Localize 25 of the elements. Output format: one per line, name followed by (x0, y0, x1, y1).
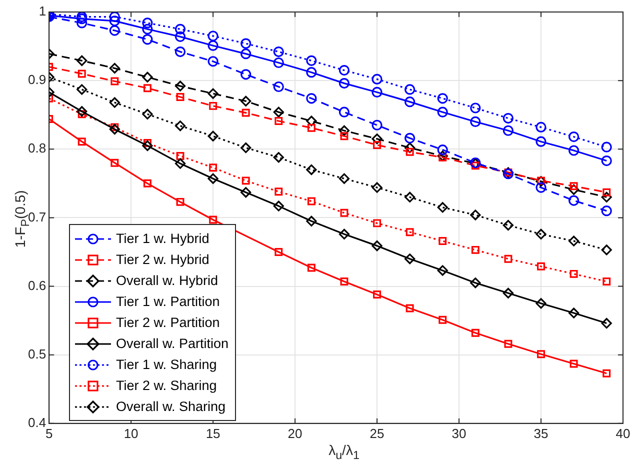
x-tick-label: 25 (370, 426, 384, 441)
y-tick-label: 0.8 (28, 140, 46, 156)
x-tick-label: 35 (534, 426, 548, 441)
y-tick-label: 1 (38, 4, 46, 19)
legend-label: Tier 2 w. Partition (116, 315, 220, 330)
x-tick-label: 5 (45, 426, 53, 441)
y-tick-label: 0.6 (28, 278, 46, 293)
legend-label: Tier 2 w. Hybrid (116, 252, 210, 267)
legend-label: Overall w. Sharing (116, 399, 226, 414)
x-tick-label: 10 (124, 426, 138, 441)
x-tick-label: 20 (288, 426, 302, 441)
y-tick-label: 0.4 (28, 414, 46, 430)
legend-label: Tier 1 w. Partition (116, 294, 220, 309)
y-tick-label: 0.5 (28, 346, 46, 362)
y-tick-label: 0.7 (28, 209, 46, 224)
x-tick-label: 30 (452, 426, 466, 441)
legend-label: Tier 1 w. Sharing (116, 357, 217, 372)
legend-label: Overall w. Hybrid (116, 273, 218, 288)
x-tick-label: 15 (206, 426, 220, 441)
x-axis-title: λ$_{u}$/λ$_{1}$ (328, 442, 360, 462)
x-tick-label: 40 (616, 426, 630, 441)
y-tick-label: 0.9 (28, 72, 46, 88)
legend-label: Tier 1 w. Hybrid (116, 231, 210, 246)
legend-label: Tier 2 w. Sharing (116, 378, 217, 393)
legend-label: Overall w. Partition (116, 336, 229, 351)
